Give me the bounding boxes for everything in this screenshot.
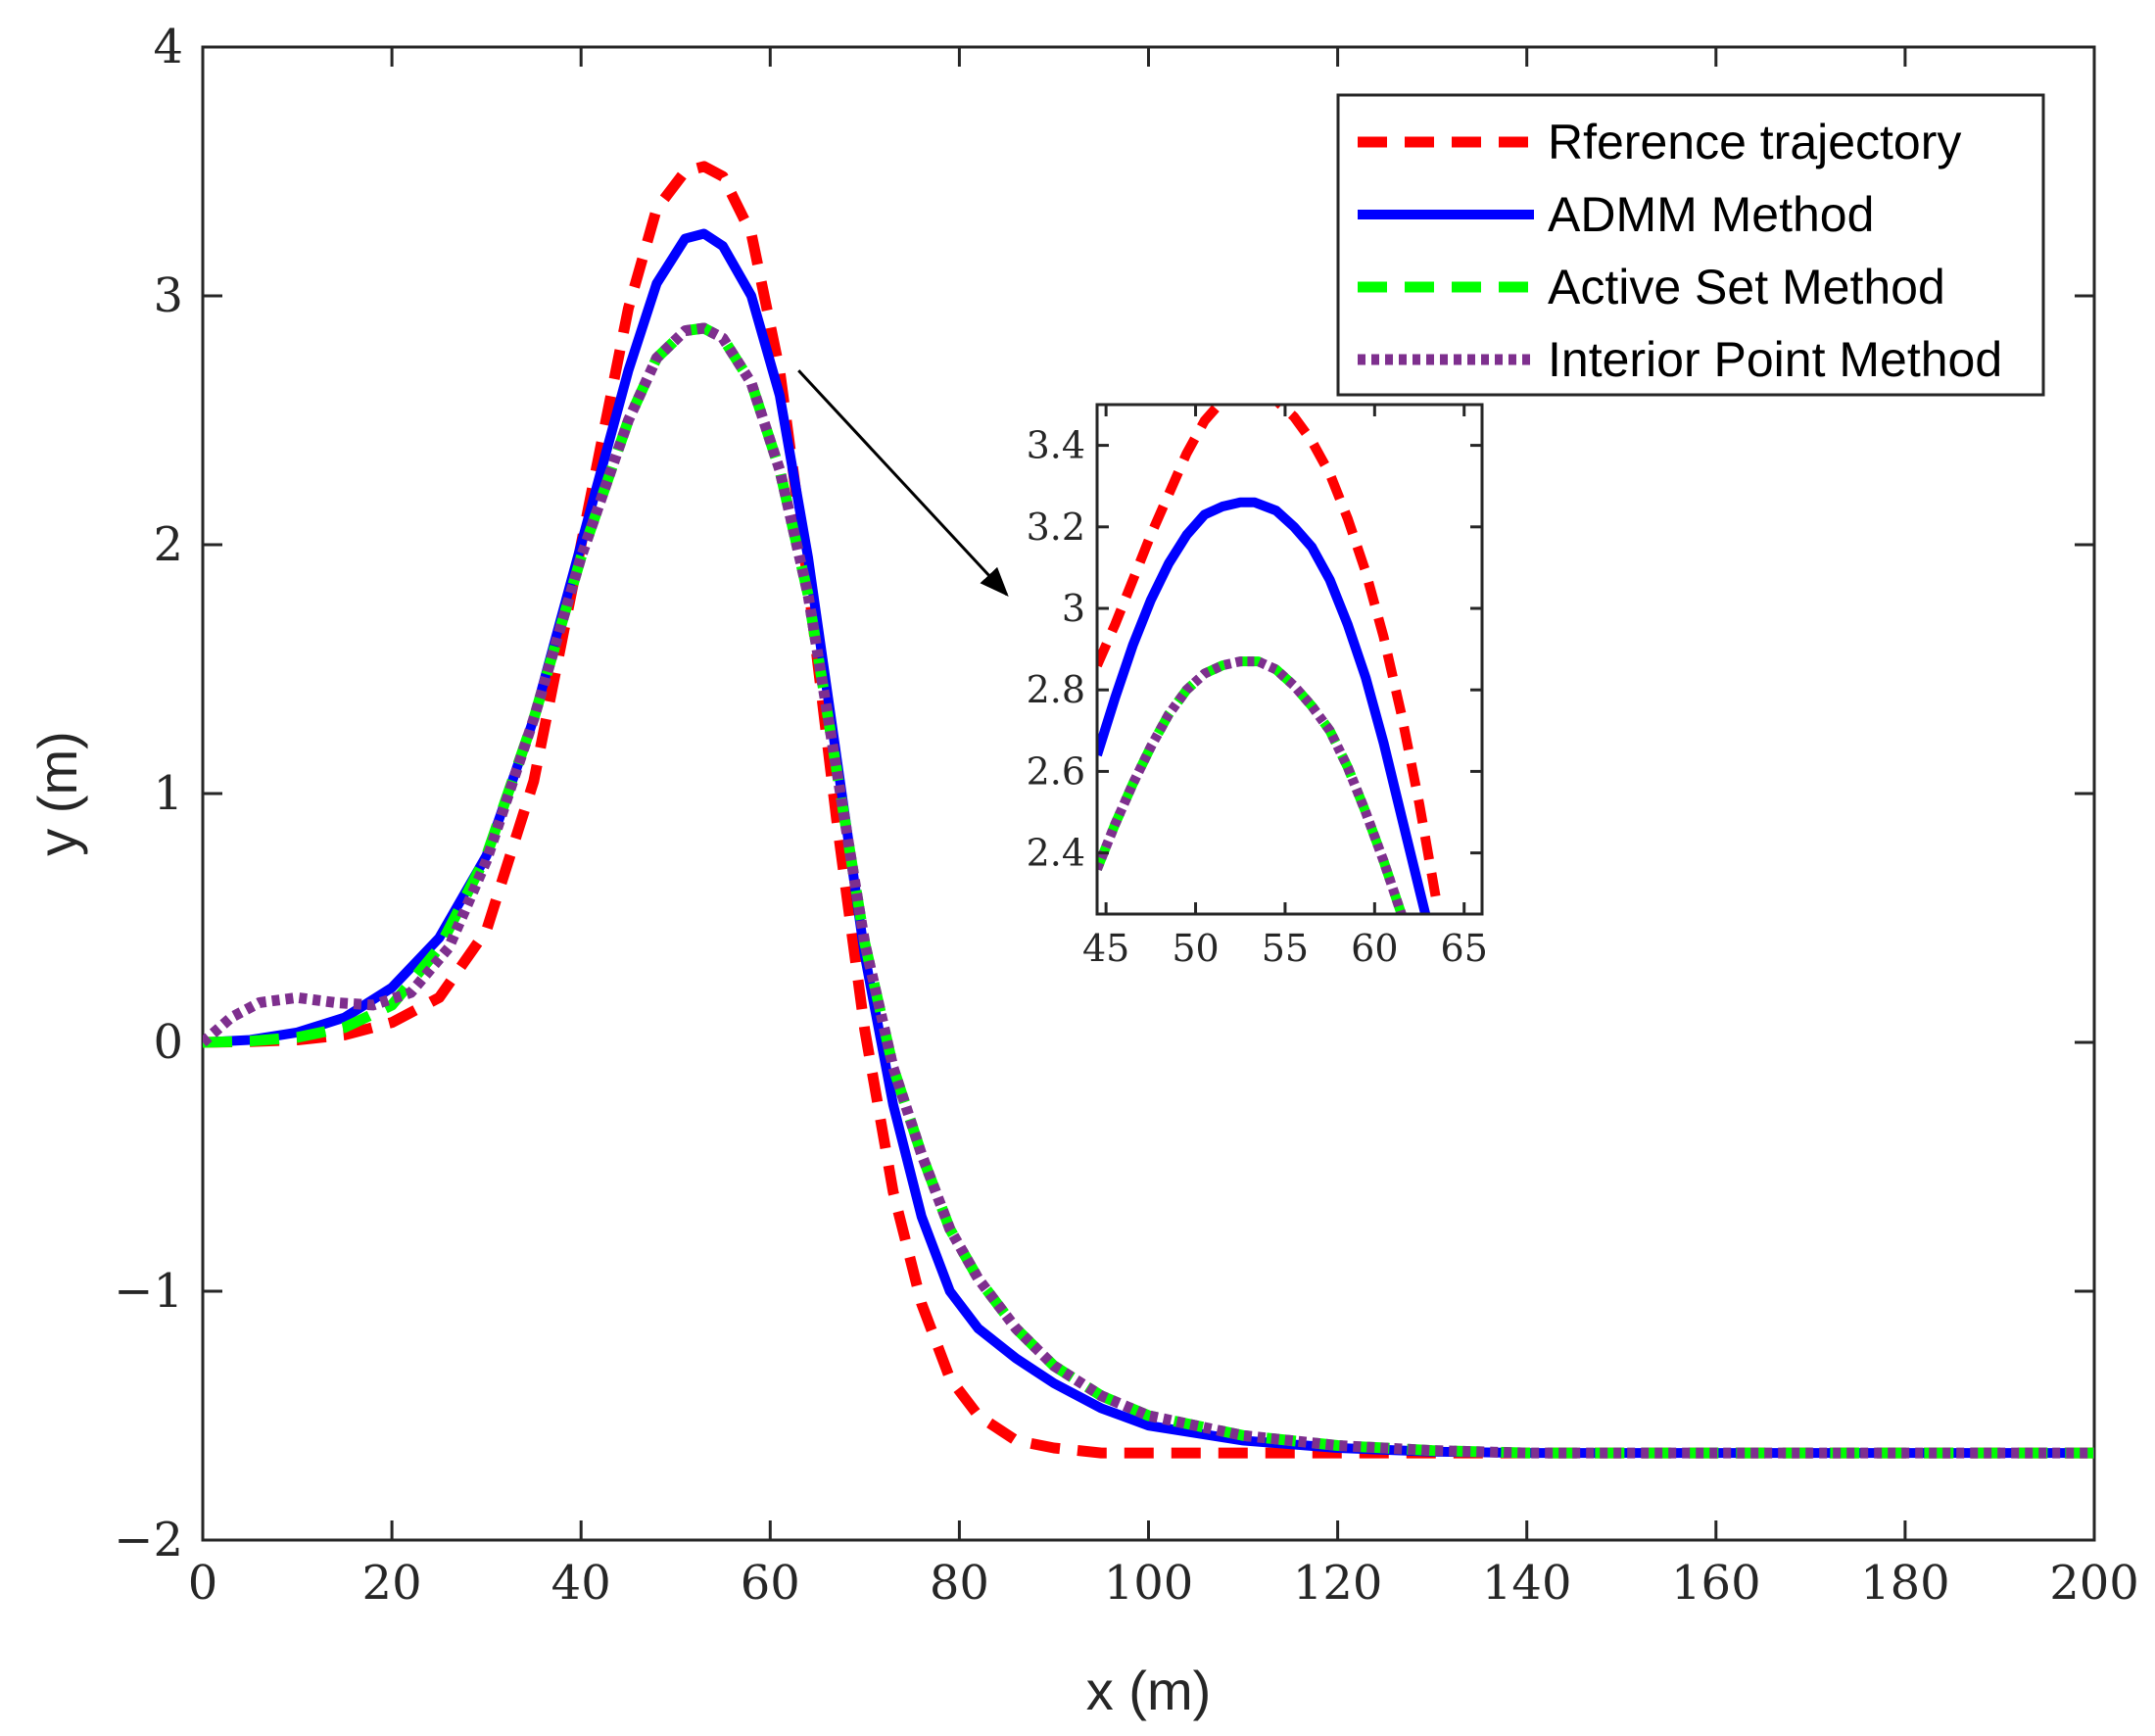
inset-series-line-3 <box>1097 656 1407 914</box>
inset-x-tick-label: 60 <box>1351 927 1398 970</box>
inset-x-tick-label: 45 <box>1082 927 1129 970</box>
y-tick-label: 2 <box>153 517 183 572</box>
x-tick-label: 80 <box>930 1556 989 1611</box>
series-line-3 <box>203 322 2094 1459</box>
annotation-layer <box>797 369 1009 597</box>
legend-label-0: Rference trajectory <box>1548 115 1961 169</box>
y-tick-label: 0 <box>153 1015 183 1070</box>
inset-y-tick-label: 3 <box>1062 587 1085 630</box>
y-tick-label: −2 <box>114 1513 183 1567</box>
inset-x-tick-label: 65 <box>1441 927 1488 970</box>
inset-y-tick-label: 2.8 <box>1027 668 1085 711</box>
x-tick-label: 120 <box>1293 1556 1383 1611</box>
x-tick-label: 60 <box>741 1556 800 1611</box>
zoom-inset: 45 50 55 60 65 2.4 2.6 2.8 3 3.2 3.4 <box>1027 403 1488 970</box>
inset-series-line-1 <box>1097 497 1431 914</box>
inset-background <box>1097 405 1482 914</box>
y-tick-label: 1 <box>153 766 183 821</box>
inset-y-tick-label: 3.2 <box>1027 506 1085 549</box>
y-axis-title: y (m) <box>26 731 88 856</box>
main-axes: 0 20 40 60 80 100 120 140 160 180 200 −2 −1 0 1 2 3 4 x (m… <box>26 20 2139 1721</box>
y-tick-label: −1 <box>114 1264 183 1319</box>
x-tick-label: 200 <box>2049 1556 2139 1611</box>
inset-frame <box>1095 403 1484 916</box>
inset-y-tick-label: 2.6 <box>1027 749 1085 793</box>
inset-series-line-0 <box>1097 405 1443 907</box>
x-tick-label: 0 <box>188 1556 218 1611</box>
inset-y-tick-label: 3.4 <box>1027 424 1085 467</box>
main-series-group <box>203 161 2094 1459</box>
inset-x-tick-label: 50 <box>1172 927 1219 970</box>
x-axis-title: x (m) <box>1086 1660 1212 1721</box>
inset-series-group <box>1097 405 1443 914</box>
inset-x-tick-label: 55 <box>1262 927 1309 970</box>
zoom-arrow <box>797 369 1009 597</box>
legend-label-2: Active Set Method <box>1548 260 1945 314</box>
x-tick-label: 20 <box>362 1556 422 1611</box>
x-tick-label: 180 <box>1860 1556 1950 1611</box>
legend: Rference trajectory ADMM Method Active Set… <box>1336 93 2045 397</box>
y-tick-label: 3 <box>153 268 183 323</box>
inset-y-tick-label: 2.4 <box>1027 832 1085 875</box>
x-tick-label: 100 <box>1104 1556 1194 1611</box>
x-tick-label: 140 <box>1482 1556 1572 1611</box>
y-tick-label: 4 <box>153 20 183 74</box>
x-tick-label: 40 <box>551 1556 611 1611</box>
legend-label-3: Interior Point Method <box>1548 332 2002 387</box>
x-tick-label: 160 <box>1671 1556 1761 1611</box>
legend-label-1: ADMM Method <box>1548 187 1874 242</box>
